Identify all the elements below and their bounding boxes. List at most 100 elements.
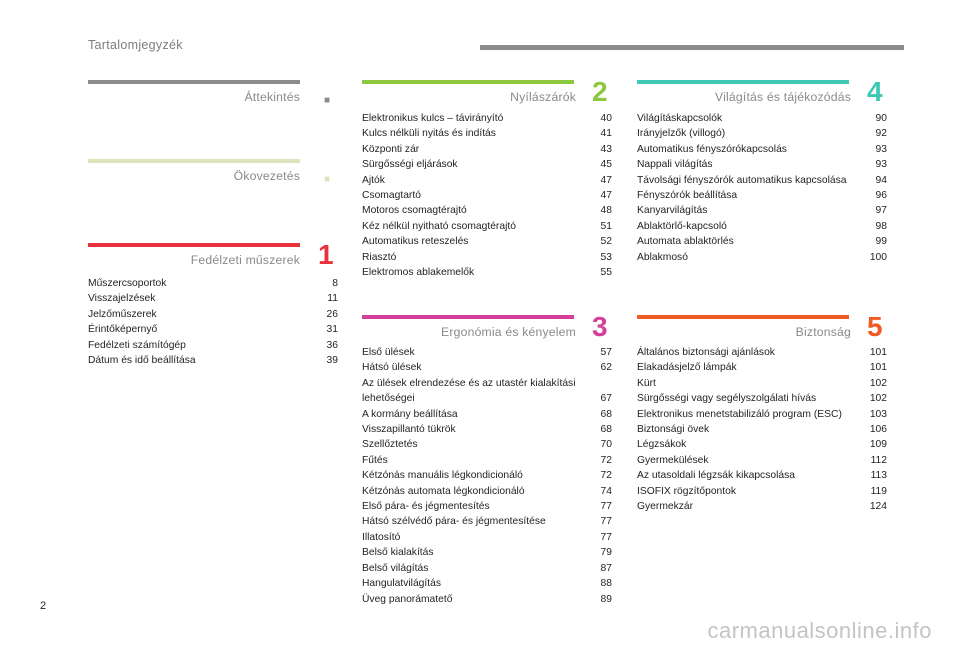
section-fedelzeti: Fedélzeti műszerek 1 Műszercsoportok 8 Vis… [88,239,340,383]
toc-entry[interactable]: Hátsó szélvédő pára- és jégmentesítése 77 [362,514,612,529]
toc-entry[interactable]: Hátsó ülések 62 [362,360,612,375]
toc-entry[interactable]: Dátum és idő beállítása 39 [88,353,338,368]
toc-entry[interactable]: A kormány beállítása 68 [362,407,612,422]
toc-entry-page: 40 [600,113,612,124]
toc-entry[interactable]: Fedélzeti számítógép 36 [88,338,338,353]
toc-entry[interactable]: Elektromos ablakemelők 55 [362,265,612,280]
toc-entry-page: 72 [600,470,612,482]
toc-entry[interactable]: Műszercsoportok 8 [88,276,338,291]
toc-entry-title: Hangulatvilágítás [362,578,441,590]
section-title: Nyílászárók [510,90,576,104]
toc-entry-page: 72 [600,454,612,466]
toc-entry-page: 98 [875,220,887,232]
toc-entry-page: 48 [600,205,612,217]
toc-entry-page: 8 [332,278,338,289]
toc-entry[interactable]: Riasztó 53 [362,250,612,265]
section-number: 3 [592,311,608,342]
toc-entry[interactable]: Ajtók 47 [362,173,612,188]
toc-entry-title: Automatikus fényszórókapcsolás [637,143,787,155]
toc-entry-page: 103 [869,408,887,420]
toc-entry[interactable]: Első pára- és jégmentesítés 77 [362,499,612,514]
toc-entry[interactable]: Visszapillantó tükrök 68 [362,422,612,437]
toc-entry-title: Ablaktörlő-kapcsoló [637,220,727,232]
toc-entry[interactable]: Első ülések 57 [362,345,612,360]
section-bar [362,315,574,319]
toc-entry[interactable]: Gyermekzár 124 [637,499,887,514]
toc-entry[interactable]: Automatikus fényszórókapcsolás 93 [637,142,887,157]
toc-entry[interactable]: Fűtés 72 [362,453,612,468]
toc-entry[interactable]: Érintőképernyő 31 [88,322,338,337]
toc-entry[interactable]: Belső kialakítás 79 [362,545,612,560]
toc-entry[interactable]: Biztonsági övek 106 [637,422,887,437]
section-number: 1 [318,239,334,270]
toc-entry-page: 119 [870,485,887,497]
toc-entry[interactable]: ISOFIX rögzítőpontok 119 [637,484,887,499]
toc-entry-title: Automata ablaktörlés [637,236,734,248]
toc-entry[interactable]: Légzsákok 109 [637,437,887,452]
toc-entry[interactable]: Kétzónás manuális légkondicionáló 72 [362,468,612,483]
toc-entry-title: Elektromos ablakemelők [362,267,475,279]
toc-entry[interactable]: Hangulatvilágítás 88 [362,576,612,591]
toc-entry[interactable]: Automatikus reteszelés 52 [362,234,612,249]
toc-entry-title: Távolsági fényszórók automatikus kapcsol… [637,174,847,186]
toc-entry-title: Érintőképernyő [88,324,158,336]
toc-entry-title: Első pára- és jégmentesítés [362,501,490,513]
toc-entry[interactable]: Ablaktörlő-kapcsoló 98 [637,219,887,234]
toc-entry[interactable]: Motoros csomagtérajtó 48 [362,203,612,218]
toc-entry[interactable]: Sürgősségi eljárások 45 [362,157,612,172]
toc-entry[interactable]: Jelzőműszerek 26 [88,307,338,322]
section-bar [88,80,300,84]
section-title: Ergonómia és kényelem [441,325,576,339]
toc-entry-title: Sürgősségi vagy segélyszolgálati hívás [637,393,817,405]
toc-entry[interactable]: Ablakmosó 100 [637,250,887,265]
section-biztonsag: Biztonság 5 Általános biztonsági ajánlás… [637,311,891,535]
toc-entry[interactable]: Visszajelzések 11 [88,291,338,306]
toc-entry[interactable]: Fényszórók beállítása 96 [637,188,887,203]
toc-entry[interactable]: Kanyarvilágítás 97 [637,203,887,218]
toc-entry[interactable]: Elektronikus kulcs – távirányító 40 [362,111,612,126]
entry-list: Műszercsoportok 8 Visszajelzések 11 Jelzőműs… [88,276,338,368]
toc-entry[interactable]: Világításkapcsolók 90 [637,111,887,126]
toc-entry-page: 41 [600,128,612,140]
toc-entry-page: 124 [869,501,887,513]
toc-entry-page: 68 [600,408,612,420]
toc-entry-page: 88 [600,578,612,590]
section-bar [88,243,300,247]
section-title: Világítás és tájékozódás [714,90,851,104]
toc-entry[interactable]: Automata ablaktörlés 99 [637,234,887,249]
toc-entry[interactable]: Kéz nélkül nyitható csomagtérajtó 51 [362,219,612,234]
toc-entry-page: 89 [600,593,612,605]
toc-entry[interactable]: Elakadásjelző lámpák 101 [637,360,887,375]
toc-entry[interactable]: Belső világítás 87 [362,561,612,576]
toc-entry[interactable]: Szellőztetés 70 [362,437,612,452]
toc-entry-title: Ablakmosó [637,251,688,263]
toc-entry[interactable]: Központi zár 43 [362,142,612,157]
toc-entry[interactable]: Nappali világítás 93 [637,157,887,172]
toc-entry[interactable]: Az ülések elrendezése és az utastér kial… [362,376,612,407]
toc-entry-page: 94 [875,174,887,186]
toc-entry[interactable]: Gyermekülések 112 [637,453,887,468]
toc-entry-title: Fedélzeti számítógép [88,339,186,351]
toc-entry-title: A kormány beállítása [362,408,458,420]
toc-entry[interactable]: Kulcs nélküli nyitás és indítás 41 [362,126,612,141]
toc-entry[interactable]: Távolsági fényszórók automatikus kapcsol… [637,173,887,188]
toc-entry-page: 62 [600,362,612,374]
toc-entry[interactable]: Illatosító 77 [362,530,612,545]
toc-entry-title: Hátsó szélvédő pára- és jégmentesítése [362,516,546,528]
toc-entry-title: Kétzónás automata légkondicionáló [362,485,525,497]
page-header-title: Tartalomjegyzék [88,38,183,52]
toc-entry-page: 53 [600,251,612,263]
toc-entry[interactable]: Irányjelzők (villogó) 92 [637,126,887,141]
section-bar [88,159,300,163]
toc-entry[interactable]: Üveg panorámatető 89 [362,592,612,607]
toc-entry[interactable]: Általános biztonsági ajánlások 101 [637,345,887,360]
toc-entry[interactable]: Kürt 102 [637,376,887,391]
toc-entry[interactable]: Kétzónás automata légkondicionáló 74 [362,484,612,499]
toc-entry[interactable]: Sürgősségi vagy segélyszolgálati hívás 10… [637,391,887,406]
toc-entry[interactable]: Az utasoldali légzsák kikapcsolása 113 [637,468,887,483]
toc-entry-page: 47 [600,174,612,186]
toc-entry-page: 77 [600,531,612,543]
toc-entry[interactable]: Csomagtartó 47 [362,188,612,203]
section-nyilaszarok: Nyílászárók 2 Elektronikus kulcs – távir… [362,76,616,290]
toc-entry[interactable]: Elektronikus menetstabilizáló program (E… [637,407,887,422]
